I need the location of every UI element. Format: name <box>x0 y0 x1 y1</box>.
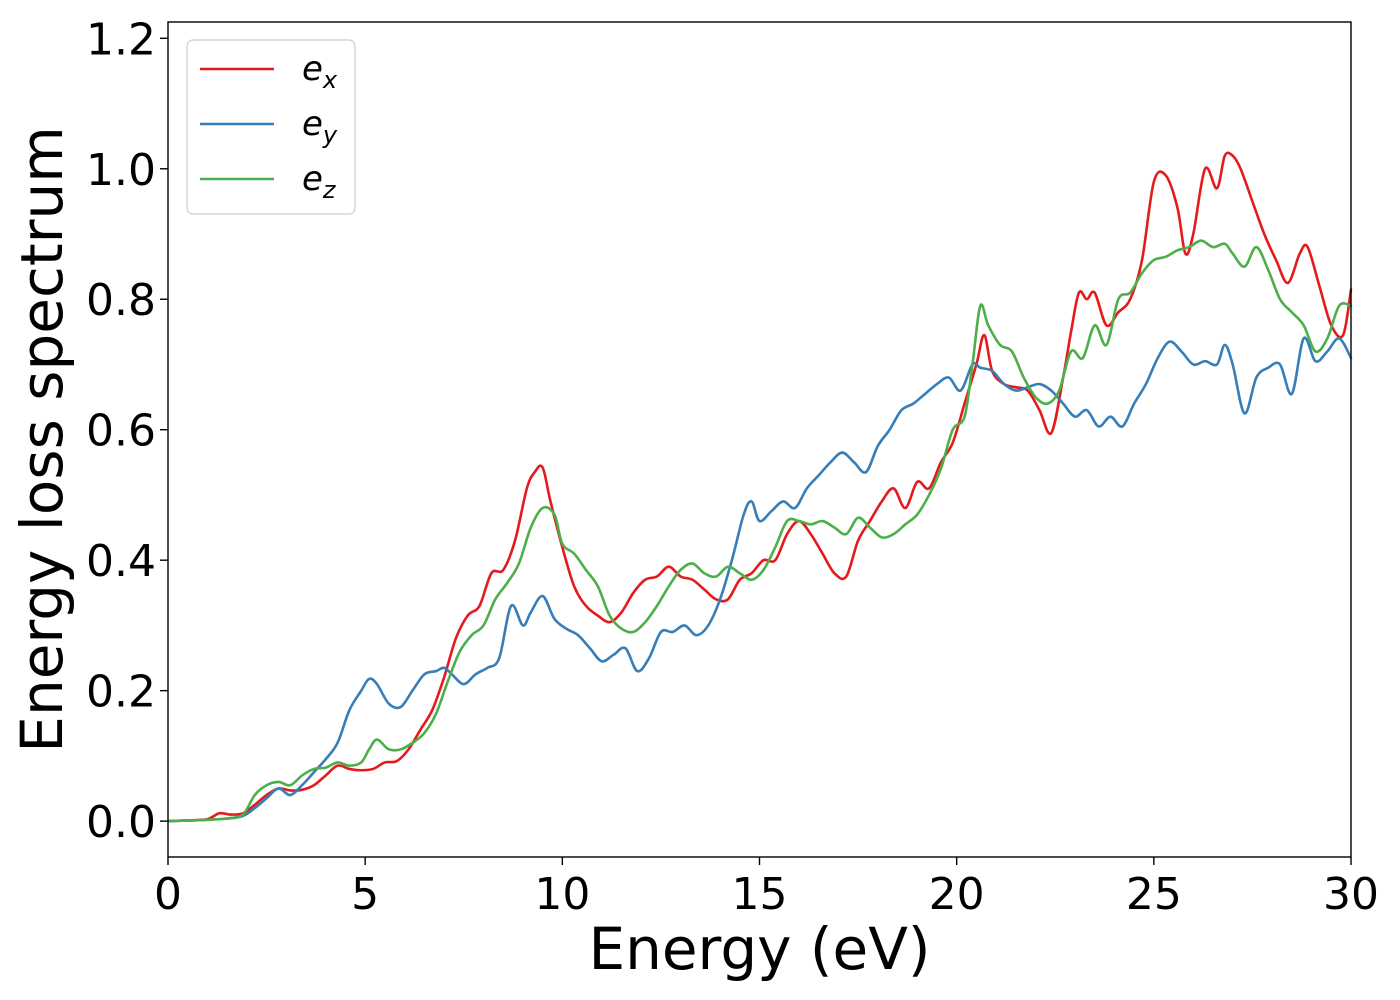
y-tick-label: 0.2 <box>86 667 156 718</box>
legend-label-base: e <box>302 104 323 144</box>
y-tick-label: 1.2 <box>86 14 156 65</box>
x-axis-ticks: 0 5 10 15 20 25 30 <box>154 857 1379 920</box>
x-tick-label: 10 <box>534 869 590 920</box>
x-tick-label: 30 <box>1323 869 1379 920</box>
legend-label-subscript: z <box>322 176 337 204</box>
y-tick-label: 0.0 <box>86 797 156 848</box>
y-tick-label: 0.4 <box>86 536 156 587</box>
y-tick-label: 0.6 <box>86 406 156 457</box>
x-tick-label: 5 <box>351 869 379 920</box>
legend-label-base: e <box>302 159 323 199</box>
y-tick-label: 1.0 <box>86 145 156 196</box>
series-line-e-y <box>166 336 1353 823</box>
x-tick-label: 20 <box>929 869 985 920</box>
legend-label-e-z: ez <box>302 159 337 204</box>
x-tick-label: 25 <box>1126 869 1182 920</box>
series-line-e-x <box>166 151 1353 823</box>
y-axis-label: Energy loss spectrum <box>8 126 76 752</box>
y-axis-ticks: 0.0 0.2 0.4 0.6 0.8 1.0 1.2 <box>86 14 168 848</box>
series-layer <box>166 151 1353 823</box>
series-line-e-z <box>166 239 1353 823</box>
legend-box <box>186 39 356 215</box>
legend-label-e-y: ey <box>302 104 338 149</box>
legend-label-e-x: ex <box>302 49 338 94</box>
plot-area-background <box>168 22 1351 857</box>
legend-label-subscript: x <box>322 66 338 94</box>
x-axis-label: Energy (eV) <box>588 915 930 983</box>
legend-label-base: e <box>302 49 323 89</box>
x-tick-label: 15 <box>732 869 788 920</box>
legend-label-subscript: y <box>322 121 338 149</box>
y-tick-label: 0.8 <box>86 275 156 326</box>
x-tick-label: 0 <box>154 869 182 920</box>
